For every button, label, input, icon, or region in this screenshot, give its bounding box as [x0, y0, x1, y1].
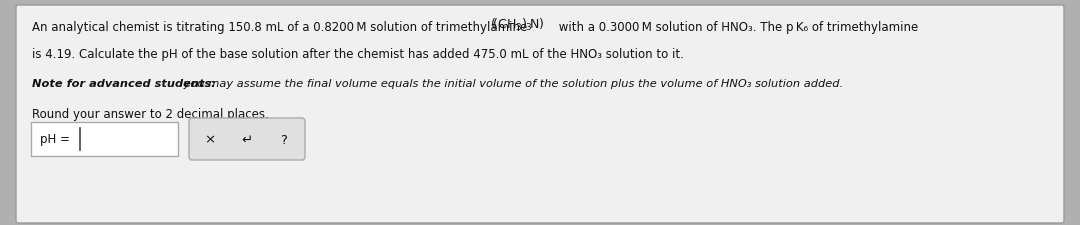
Text: $\left(\!\left(\mathrm{CH_3}\right)_{\!3}\!\mathrm{N}\right)$: $\left(\!\left(\mathrm{CH_3}\right)_{\!3… [490, 17, 544, 33]
Text: ↵: ↵ [242, 133, 253, 146]
Text: ×: × [204, 133, 216, 146]
Text: Note for advanced students:: Note for advanced students: [32, 79, 216, 89]
Text: is 4.19. Calculate the pH of the base solution after the chemist has added 475.0: is 4.19. Calculate the pH of the base so… [32, 48, 684, 61]
FancyBboxPatch shape [31, 122, 178, 156]
FancyBboxPatch shape [16, 6, 1064, 223]
Text: with a 0.3000 M solution of HNO₃. The p K₆ of trimethylamine: with a 0.3000 M solution of HNO₃. The p … [555, 21, 918, 34]
FancyBboxPatch shape [189, 119, 305, 160]
Text: Round your answer to 2 decimal places.: Round your answer to 2 decimal places. [32, 108, 269, 120]
Text: An analytical chemist is titrating 150.8 mL of a 0.8200 M solution of trimethyla: An analytical chemist is titrating 150.8… [32, 21, 531, 34]
Text: pH =: pH = [40, 133, 70, 146]
Text: ?: ? [281, 133, 287, 146]
Text: you may assume the final volume equals the initial volume of the solution plus t: you may assume the final volume equals t… [180, 79, 843, 89]
